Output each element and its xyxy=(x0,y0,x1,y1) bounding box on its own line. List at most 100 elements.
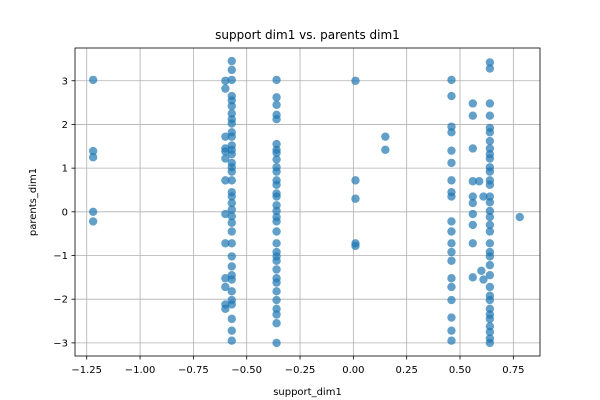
data-point xyxy=(227,205,236,214)
data-point xyxy=(485,128,495,137)
data-point xyxy=(381,132,390,141)
data-point xyxy=(221,274,230,283)
data-point xyxy=(485,180,495,189)
x-tick-label: 0.00 xyxy=(342,365,364,376)
data-point xyxy=(227,75,236,85)
y-tick-label: 3 xyxy=(62,76,68,87)
data-point xyxy=(272,310,281,319)
data-point xyxy=(221,84,230,93)
data-point xyxy=(468,209,478,219)
data-point xyxy=(227,326,236,335)
y-tick-label: −3 xyxy=(53,338,68,349)
data-point xyxy=(485,154,495,163)
data-point xyxy=(272,295,281,305)
x-tick-label: −0.75 xyxy=(178,365,209,376)
data-point xyxy=(272,217,281,226)
data-point xyxy=(475,177,484,186)
data-point xyxy=(477,266,486,276)
data-point xyxy=(485,198,495,207)
data-point xyxy=(485,327,495,337)
data-point xyxy=(227,275,236,284)
data-point xyxy=(485,220,495,230)
data-point xyxy=(468,273,478,282)
data-point xyxy=(485,58,495,67)
data-point xyxy=(227,56,236,66)
data-point xyxy=(485,282,495,292)
x-tick-label: 0.50 xyxy=(449,365,471,376)
data-point xyxy=(227,239,236,248)
data-point xyxy=(227,101,236,111)
data-point xyxy=(88,207,98,217)
data-point xyxy=(221,304,230,314)
grid-lines xyxy=(75,48,540,356)
data-point xyxy=(447,146,456,155)
data-point xyxy=(468,198,478,208)
x-tick-label: 0.25 xyxy=(396,365,418,376)
data-point xyxy=(227,132,236,141)
data-point xyxy=(485,212,495,222)
data-point xyxy=(227,176,236,185)
data-point xyxy=(485,239,495,248)
data-point xyxy=(485,167,495,176)
data-point xyxy=(227,287,236,296)
data-point xyxy=(221,239,230,248)
data-point xyxy=(227,314,236,324)
data-point xyxy=(227,218,236,227)
data-point xyxy=(272,167,281,176)
data-point xyxy=(272,155,281,164)
data-point xyxy=(479,192,488,201)
data-point xyxy=(227,252,236,261)
data-point xyxy=(272,319,281,328)
x-axis-label: support_dim1 xyxy=(273,387,342,398)
data-point xyxy=(221,154,230,163)
y-tick-label: 0 xyxy=(62,207,68,218)
data-point xyxy=(227,149,236,159)
x-tick-label: 0.75 xyxy=(502,365,524,376)
data-point xyxy=(479,275,488,284)
data-point xyxy=(272,100,281,109)
x-tick-label: −0.50 xyxy=(231,365,262,376)
data-point xyxy=(221,282,230,292)
data-point xyxy=(447,128,456,137)
data-point xyxy=(468,99,478,108)
chart-title: support dim1 vs. parents dim1 xyxy=(215,28,400,42)
data-point xyxy=(468,177,478,186)
data-point xyxy=(227,336,236,345)
data-point xyxy=(227,227,236,236)
data-point xyxy=(227,119,236,128)
data-point xyxy=(485,260,495,270)
data-point xyxy=(447,217,456,226)
y-tick-label: 2 xyxy=(62,120,68,131)
x-tick-label: −0.25 xyxy=(285,365,316,376)
data-point xyxy=(485,295,495,305)
data-point xyxy=(447,192,456,201)
data-point xyxy=(272,148,281,158)
data-point xyxy=(447,256,456,265)
data-point xyxy=(447,274,456,283)
data-point xyxy=(221,132,230,141)
data-point xyxy=(88,153,98,162)
data-point xyxy=(88,75,98,85)
data-point xyxy=(468,192,478,201)
data-point xyxy=(351,76,360,85)
data-point xyxy=(485,136,495,146)
y-tick-label: −1 xyxy=(53,251,68,262)
data-point xyxy=(221,209,230,219)
data-point xyxy=(485,206,495,216)
data-point xyxy=(447,336,456,345)
data-point xyxy=(351,241,360,251)
data-point xyxy=(381,145,390,154)
data-point xyxy=(88,217,98,226)
data-point xyxy=(485,252,495,261)
data-point xyxy=(447,326,456,335)
data-point xyxy=(227,262,236,271)
data-point xyxy=(227,211,236,221)
y-axis-label: parents_dim1 xyxy=(28,168,39,236)
data-point xyxy=(272,192,281,201)
data-point xyxy=(485,314,495,324)
data-point xyxy=(227,300,236,309)
data-point xyxy=(272,287,281,296)
data-point xyxy=(272,115,281,124)
data-point xyxy=(468,220,478,230)
x-tick-label: −1.00 xyxy=(125,365,156,376)
